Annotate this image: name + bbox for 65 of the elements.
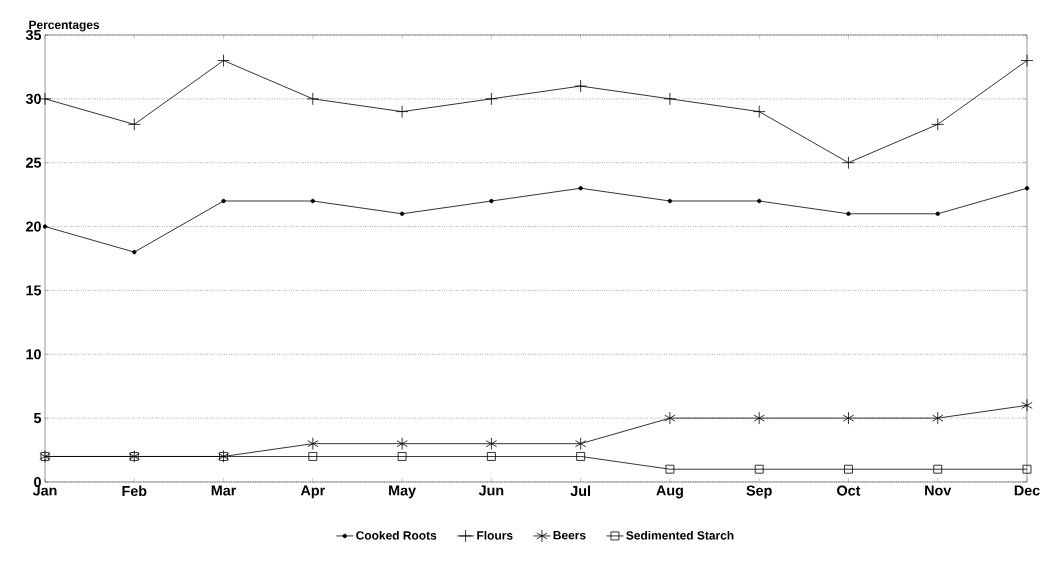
x-tick-label: Jul [570, 485, 590, 497]
point [485, 437, 497, 451]
legend-label: Sedimented Starch [626, 530, 734, 540]
point [752, 105, 766, 118]
point [486, 452, 496, 461]
point [399, 211, 405, 216]
point [1024, 186, 1030, 191]
point [935, 211, 940, 216]
point [846, 211, 851, 216]
point [307, 437, 319, 451]
x-tick-label: Apr [300, 485, 325, 499]
x-tick-label: Feb [122, 485, 147, 497]
point [754, 464, 764, 474]
point [127, 118, 141, 131]
point [664, 411, 676, 425]
point [667, 198, 673, 204]
x-tick-label: Jan [32, 485, 57, 496]
point [397, 452, 407, 461]
x-tick-label: Nov [925, 485, 952, 496]
legend-label: Cooked Roots [356, 530, 437, 540]
y-tick-label: 5 [33, 413, 42, 424]
point [933, 464, 943, 474]
point [844, 464, 853, 474]
point [665, 464, 675, 474]
point [485, 92, 498, 106]
point [932, 411, 944, 425]
x-tick-label: Jun [478, 485, 504, 496]
point [574, 79, 588, 93]
point [396, 437, 408, 451]
x-tick-label: May [389, 485, 416, 499]
point [221, 198, 226, 204]
point [306, 92, 320, 106]
point [1020, 54, 1034, 67]
point [663, 92, 677, 106]
point [576, 452, 586, 461]
point [132, 249, 137, 255]
point [757, 198, 762, 204]
y-axis-title: Percentages [29, 20, 100, 32]
x-tick-label: Mar [211, 485, 237, 496]
point [42, 224, 48, 229]
y-tick-label: 30 [25, 93, 41, 104]
legend-label: Beers [553, 531, 586, 540]
point [1021, 398, 1033, 412]
y-tick-label: 20 [26, 221, 41, 232]
y-tick-label: 10 [26, 349, 41, 360]
point [310, 198, 316, 204]
x-tick-label: Dec [1014, 485, 1040, 496]
point [308, 452, 318, 461]
point [931, 118, 945, 131]
point [217, 54, 230, 67]
point [1022, 464, 1032, 474]
point [489, 198, 494, 204]
point [842, 156, 855, 170]
point [395, 105, 409, 118]
point [578, 186, 583, 191]
legend-label: Flours [477, 530, 513, 540]
point [842, 411, 855, 425]
y-tick-label: 15 [26, 285, 42, 296]
y-tick-label: 25 [26, 157, 42, 168]
x-tick-label: Sep [746, 485, 772, 499]
point [753, 411, 765, 425]
y-tick-label: 35 [25, 29, 42, 41]
x-tick-label: Aug [656, 485, 683, 499]
point [575, 437, 587, 451]
x-tick-label: Oct [837, 485, 861, 496]
